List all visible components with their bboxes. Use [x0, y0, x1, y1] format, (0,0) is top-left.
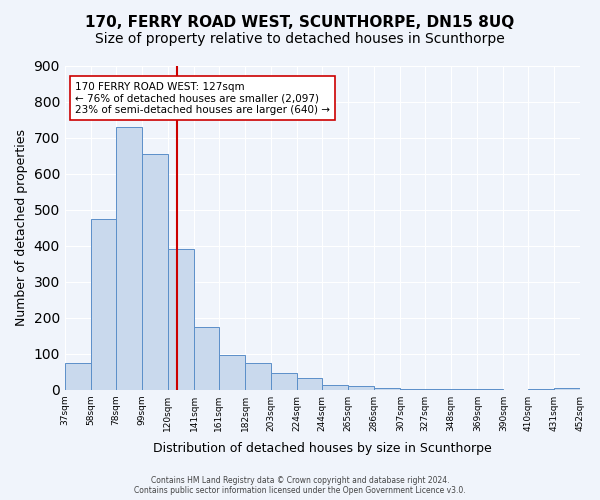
Bar [65, 362, 91, 390]
Bar [116, 126, 142, 390]
Bar [271, 374, 297, 390]
Bar [168, 249, 194, 390]
Text: Contains HM Land Registry data © Crown copyright and database right 2024.
Contai: Contains HM Land Registry data © Crown c… [134, 476, 466, 495]
Y-axis label: Number of detached properties: Number of detached properties [15, 129, 28, 326]
Bar [425, 389, 451, 390]
Bar [194, 326, 219, 390]
Text: 170 FERRY ROAD WEST: 127sqm
← 76% of detached houses are smaller (2,097)
23% of : 170 FERRY ROAD WEST: 127sqm ← 76% of det… [75, 82, 330, 115]
Bar [322, 386, 348, 390]
Text: Size of property relative to detached houses in Scunthorpe: Size of property relative to detached ho… [95, 32, 505, 46]
Bar [142, 154, 168, 390]
Bar [297, 378, 322, 390]
Bar [219, 354, 245, 390]
Bar [348, 386, 374, 390]
Bar [400, 388, 425, 390]
Bar [91, 218, 116, 390]
X-axis label: Distribution of detached houses by size in Scunthorpe: Distribution of detached houses by size … [153, 442, 492, 455]
Bar [374, 388, 400, 390]
Bar [245, 362, 271, 390]
Text: 170, FERRY ROAD WEST, SCUNTHORPE, DN15 8UQ: 170, FERRY ROAD WEST, SCUNTHORPE, DN15 8… [85, 15, 515, 30]
Bar [554, 388, 580, 390]
